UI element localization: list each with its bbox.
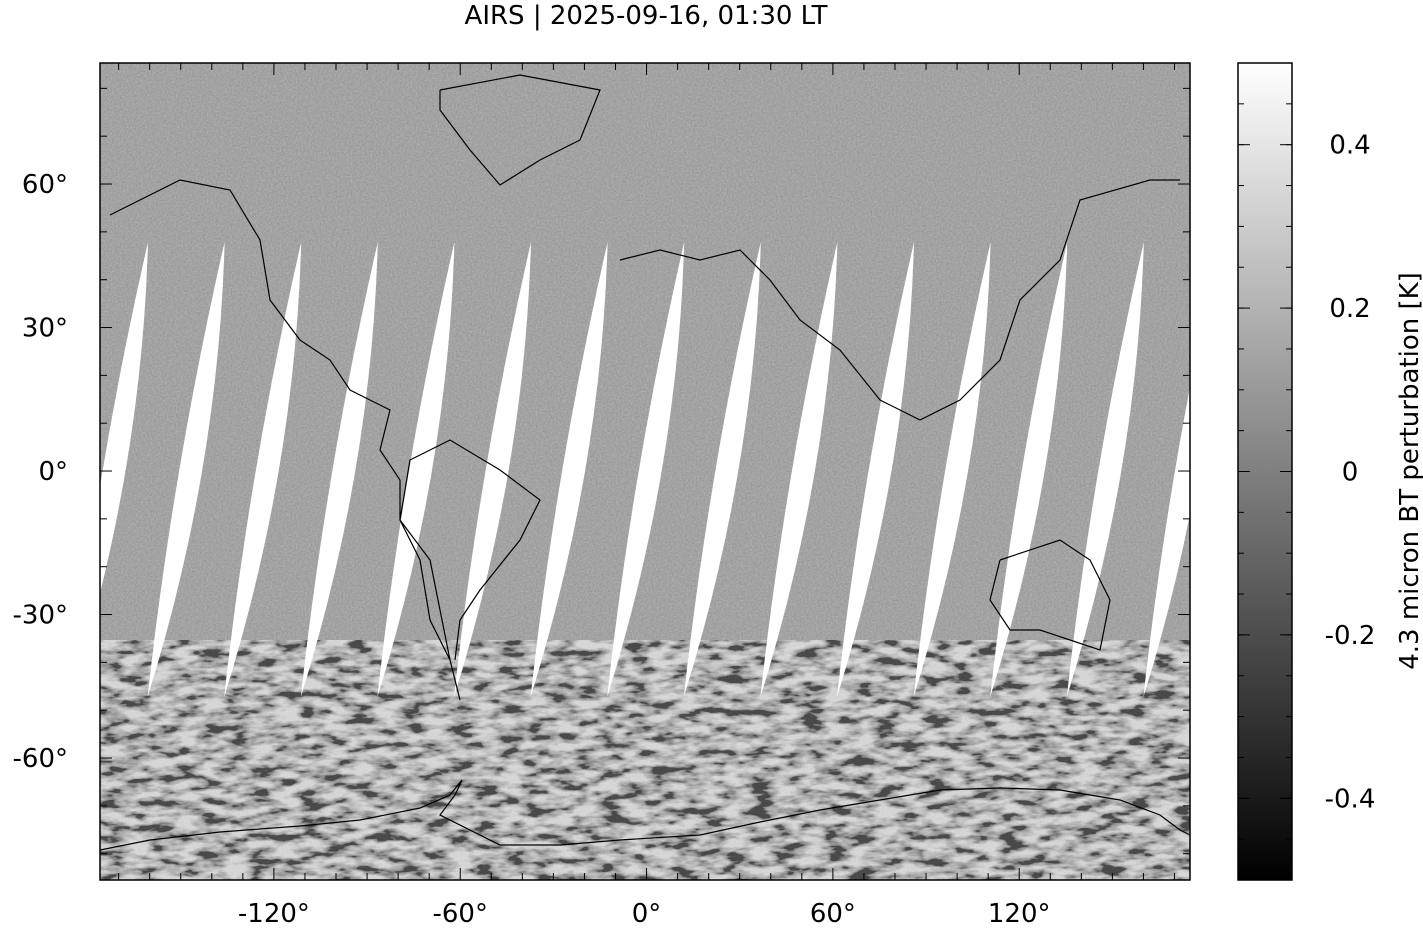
missing-data-swath xyxy=(300,242,378,697)
x-tick-label: -60° xyxy=(432,899,487,929)
map-area xyxy=(100,63,1190,880)
x-tick-label: 120° xyxy=(988,899,1051,929)
missing-data-swath xyxy=(760,242,838,697)
x-tick-label: -120° xyxy=(238,899,310,929)
x-tick-label: 0° xyxy=(632,899,662,929)
missing-data-swath xyxy=(837,242,914,697)
colorbar-tick-label: -0.4 xyxy=(1325,784,1376,814)
coastline-africa-eurasia xyxy=(619,179,1180,421)
coastline-greenland xyxy=(439,74,601,186)
coastline-americas xyxy=(109,179,541,701)
missing-data-swath xyxy=(990,242,1068,697)
missing-data-swath xyxy=(147,242,225,697)
coastline-australia xyxy=(989,539,1111,651)
missing-data-swath xyxy=(454,242,531,697)
missing-data-swath xyxy=(377,242,455,697)
missing-data-swath xyxy=(913,242,991,697)
y-tick-label: 30° xyxy=(22,314,68,344)
y-tick-label: -30° xyxy=(13,601,68,631)
colorbar-tick-label: -0.2 xyxy=(1325,621,1376,651)
y-tick-label: 60° xyxy=(22,170,68,200)
missing-data-swath xyxy=(530,242,608,697)
missing-data-swath xyxy=(607,242,685,697)
colorbar-tick-label: 0.2 xyxy=(1329,294,1370,324)
missing-data-swath xyxy=(1066,242,1144,697)
missing-data-swath xyxy=(1143,386,1190,697)
southern-wave-activity xyxy=(100,640,1190,880)
colorbar-label: 4.3 micron BT perturbation [K] xyxy=(1395,272,1423,670)
coastline-antarctica xyxy=(100,779,1190,851)
colorbar-tick-label: 0 xyxy=(1342,458,1359,488)
y-tick-label: -60° xyxy=(13,744,68,774)
chart-title: AIRS | 2025-09-16, 01:30 LT xyxy=(464,1,828,31)
y-tick-label: 0° xyxy=(38,457,68,487)
colorbar-tick-label: 0.4 xyxy=(1329,131,1370,161)
missing-data-swath xyxy=(100,242,148,594)
missing-data-swath xyxy=(224,242,302,697)
x-tick-label: 60° xyxy=(810,899,856,929)
missing-data-swath xyxy=(683,242,761,697)
